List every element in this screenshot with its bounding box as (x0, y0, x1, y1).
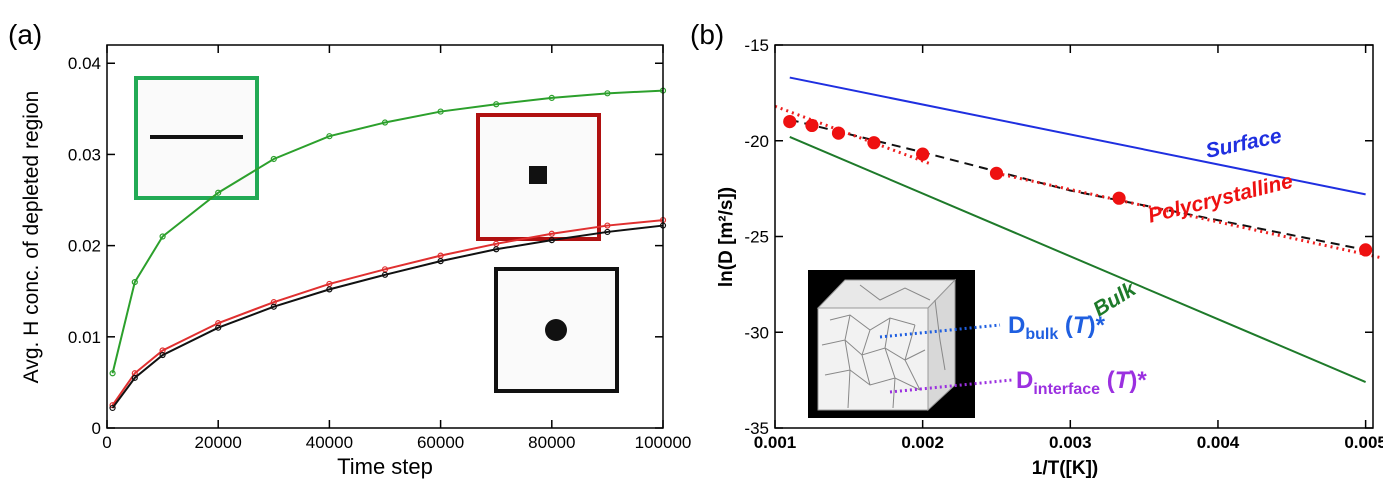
series-line (111, 224, 664, 409)
series-label: Polycrystalline (1146, 170, 1296, 228)
annotation-part: T (1073, 312, 1090, 339)
data-point (916, 147, 930, 161)
x-tick-label: 20000 (195, 433, 242, 452)
series-line (111, 89, 664, 374)
x-tick-label: 0 (102, 433, 111, 452)
panel-label: (a) (8, 19, 42, 50)
annotation-part: interface (1033, 381, 1100, 398)
plot-frame (774, 44, 1374, 429)
data-point (159, 233, 166, 240)
annotation-part: )* (1088, 312, 1106, 339)
data-point (381, 271, 389, 278)
data-point (548, 230, 555, 237)
inset-polycrystal (808, 270, 1013, 418)
data-point (783, 114, 797, 129)
annotation: Dbulk (T)* (1008, 312, 1106, 343)
data-point (215, 189, 222, 196)
y-tick-label: -35 (744, 419, 769, 438)
x-axis-title: Time step (337, 454, 433, 479)
x-tick-label: 0.004 (1197, 433, 1240, 452)
x-tick-label: 0.001 (754, 433, 797, 452)
data-point (867, 136, 881, 150)
series-label: Surface (1204, 124, 1284, 163)
x-tick-label: 60000 (417, 433, 464, 452)
y-tick-label: -30 (744, 323, 769, 342)
annotation-part: ( (1100, 367, 1115, 394)
y-tick-label: 0.03 (68, 145, 101, 164)
annotation-part: )* (1129, 367, 1147, 394)
data-point (270, 303, 277, 310)
y-axis-title: ln(D [m²/s]) (716, 187, 737, 287)
annotation-part: bulk (1025, 326, 1058, 343)
inset-circle-defect (494, 267, 619, 393)
data-point (493, 101, 500, 108)
x-tick-label: 40000 (306, 433, 353, 452)
data-point (159, 351, 166, 359)
series-line (789, 76, 1366, 196)
y-tick-label: 0.01 (68, 328, 101, 347)
plot-area: 0 20000 40000 60000 80000 100000 0 0.01 0.02 0.03… (68, 44, 692, 452)
data-point (326, 133, 333, 140)
data-point (326, 286, 333, 293)
x-tick-label: 80000 (528, 433, 575, 452)
data-point (805, 118, 819, 133)
x-tick-label: 0.003 (1049, 433, 1092, 452)
data-point (493, 246, 500, 253)
y-tick-label: -20 (744, 132, 769, 151)
data-point (131, 278, 138, 286)
x-tick-label: 100000 (635, 433, 692, 452)
data-point (109, 404, 116, 412)
y-axis-title: Avg. H conc. of depleted region (20, 91, 43, 384)
data-point (548, 237, 555, 244)
data-point (604, 222, 611, 229)
data-point (381, 119, 389, 126)
inset-square-defect (476, 113, 601, 241)
plot-frame (106, 44, 664, 429)
x-axis-title: 1/T([K]) (1032, 458, 1098, 479)
annotation-part: T (1115, 367, 1132, 394)
y-tick-label: 0 (92, 419, 101, 438)
series-line (111, 219, 664, 406)
data-point (270, 155, 277, 163)
data-point (215, 324, 222, 331)
y-tick-label: -15 (744, 36, 769, 55)
y-tick-label: 0.04 (68, 54, 101, 73)
data-point (548, 94, 555, 101)
data-point (604, 90, 611, 97)
y-tick-label: -25 (744, 228, 769, 247)
data-point (831, 126, 846, 140)
data-point (131, 374, 138, 381)
annotation-part: D (1016, 367, 1033, 394)
x-tick-label: 0.005 (1344, 433, 1383, 452)
annotation-part: ( (1058, 312, 1073, 339)
data-point (437, 258, 444, 265)
data-point (989, 166, 1004, 180)
panel-label: (b) (690, 19, 724, 50)
annotation-part: D (1008, 312, 1025, 339)
y-tick-label: 0.02 (68, 237, 101, 256)
data-point (604, 228, 611, 236)
data-point (1359, 243, 1373, 257)
annotation: Dinterface (T)* (1016, 367, 1147, 398)
data-point (109, 370, 116, 377)
inset-line-defect (134, 76, 259, 200)
data-point (1112, 191, 1126, 205)
x-tick-label: 0.002 (901, 433, 944, 452)
data-point (437, 108, 444, 115)
series-line (789, 135, 1367, 383)
